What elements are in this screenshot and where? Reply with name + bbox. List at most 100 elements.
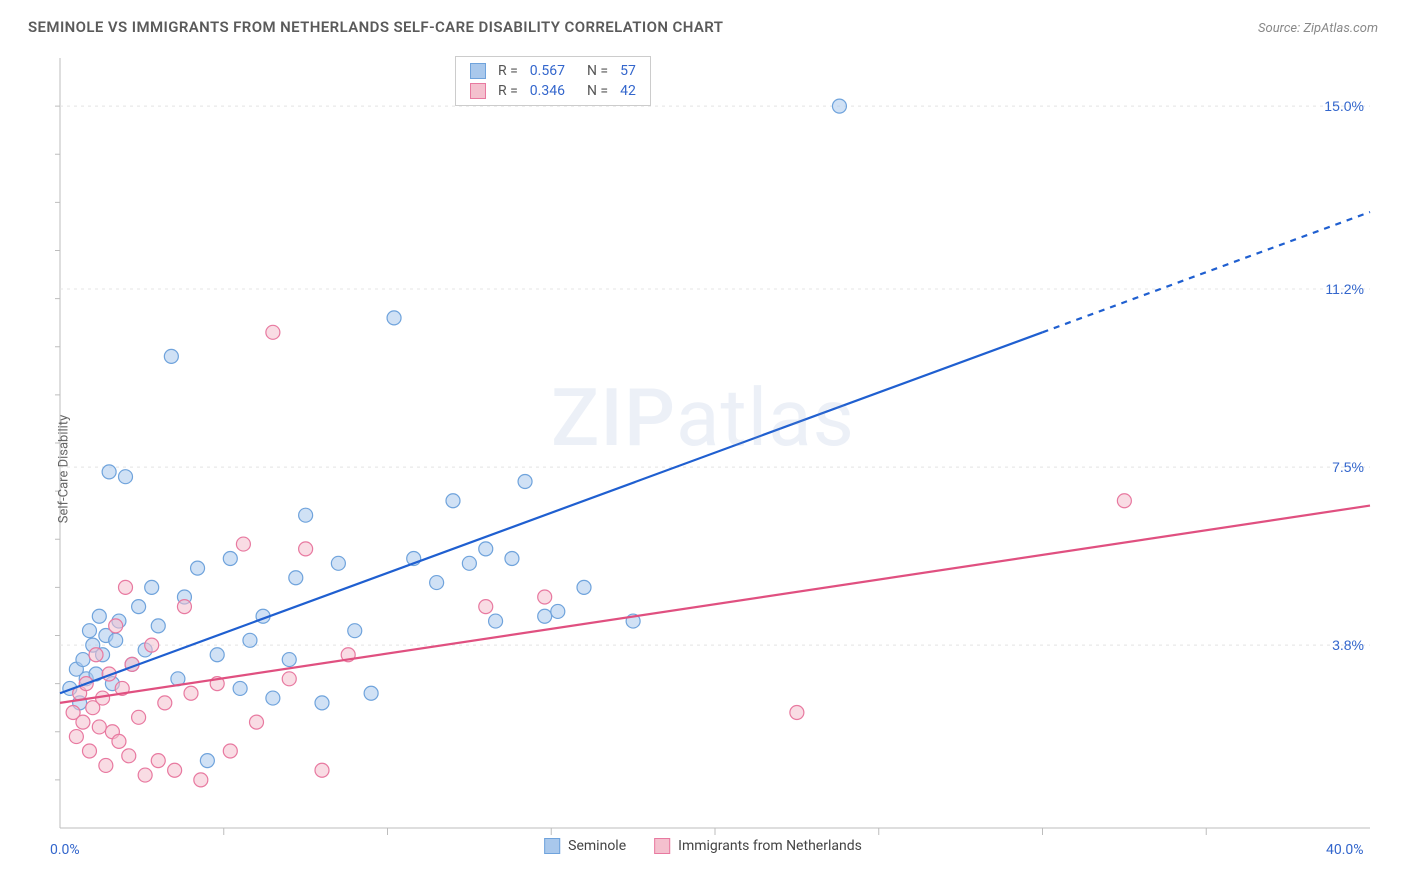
data-point	[299, 542, 313, 556]
trend-line	[60, 332, 1043, 693]
legend-swatch	[544, 838, 560, 854]
source-attribution: Source: ZipAtlas.com	[1258, 21, 1378, 36]
source-link[interactable]: ZipAtlas.com	[1303, 21, 1378, 36]
data-point	[122, 749, 136, 763]
legend-swatch	[470, 83, 486, 99]
data-point	[832, 99, 846, 113]
data-point	[243, 633, 257, 647]
stat-n-label: N =	[587, 83, 608, 99]
stats-row: R = 0.567 N = 57	[456, 61, 650, 81]
y-grid-label: 3.8%	[1332, 637, 1364, 653]
stat-n-value: 57	[620, 63, 636, 79]
data-point	[138, 768, 152, 782]
data-point	[1117, 494, 1131, 508]
data-point	[331, 556, 345, 570]
data-point	[76, 653, 90, 667]
data-point	[479, 542, 493, 556]
y-grid-label: 7.5%	[1332, 459, 1364, 475]
data-point	[551, 604, 565, 618]
data-point	[282, 672, 296, 686]
trend-line	[60, 506, 1370, 703]
source-prefix: Source:	[1258, 21, 1303, 36]
data-point	[177, 600, 191, 614]
stat-r-label: R =	[498, 83, 518, 99]
stat-r-value: 0.567	[530, 63, 565, 79]
x-axis-end-label: 40.0%	[1326, 842, 1364, 858]
chart-title: SEMINOLE VS IMMIGRANTS FROM NETHERLANDS …	[28, 18, 723, 36]
data-point	[119, 580, 133, 594]
data-point	[109, 633, 123, 647]
data-point	[479, 600, 493, 614]
legend-swatch	[654, 838, 670, 854]
data-point	[387, 311, 401, 325]
series-legend: Seminole Immigrants from Netherlands	[544, 838, 862, 854]
data-point	[151, 619, 165, 633]
trend-line-extrapolated	[1043, 212, 1371, 332]
data-point	[250, 715, 264, 729]
legend-item: Seminole	[544, 838, 626, 854]
data-point	[223, 552, 237, 566]
data-point	[119, 470, 133, 484]
data-point	[266, 325, 280, 339]
data-point	[132, 710, 146, 724]
data-point	[299, 508, 313, 522]
data-point	[538, 590, 552, 604]
data-point	[102, 465, 116, 479]
data-point	[200, 754, 214, 768]
data-point	[223, 744, 237, 758]
data-point	[76, 715, 90, 729]
data-point	[489, 614, 503, 628]
data-point	[132, 600, 146, 614]
data-point	[168, 763, 182, 777]
data-point	[109, 619, 123, 633]
data-point	[145, 580, 159, 594]
data-point	[430, 576, 444, 590]
data-point	[158, 696, 172, 710]
legend-swatch	[470, 63, 486, 79]
legend-label: Seminole	[568, 838, 626, 854]
data-point	[151, 754, 165, 768]
legend-label: Immigrants from Netherlands	[678, 838, 862, 854]
correlation-stats-box: R = 0.567 N = 57 R = 0.346 N = 42	[455, 56, 651, 106]
data-point	[282, 653, 296, 667]
data-point	[518, 475, 532, 489]
stat-n-label: N =	[587, 63, 608, 79]
data-point	[89, 648, 103, 662]
legend-item: Immigrants from Netherlands	[654, 838, 862, 854]
data-point	[145, 638, 159, 652]
data-point	[790, 706, 804, 720]
data-point	[446, 494, 460, 508]
data-point	[315, 763, 329, 777]
y-grid-label: 15.0%	[1324, 98, 1364, 114]
scatter-chart: 3.8% 7.5% 11.2% 15.0%	[0, 46, 1406, 876]
data-point	[266, 691, 280, 705]
stat-r-label: R =	[498, 63, 518, 79]
data-point	[505, 552, 519, 566]
data-point	[191, 561, 205, 575]
data-point	[99, 758, 113, 772]
data-point	[462, 556, 476, 570]
data-point	[210, 648, 224, 662]
y-axis-label: Self-Care Disability	[57, 415, 72, 523]
data-point	[112, 734, 126, 748]
data-point	[364, 686, 378, 700]
data-point	[184, 686, 198, 700]
data-point	[315, 696, 329, 710]
data-point	[236, 537, 250, 551]
data-point	[69, 730, 83, 744]
data-point	[92, 609, 106, 623]
x-axis-start-label: 0.0%	[50, 842, 80, 858]
data-point	[82, 624, 96, 638]
y-grid-label: 11.2%	[1325, 281, 1364, 297]
data-point	[82, 744, 96, 758]
data-point	[164, 349, 178, 363]
data-point	[92, 720, 106, 734]
data-point	[194, 773, 208, 787]
data-point	[233, 681, 247, 695]
stats-row: R = 0.346 N = 42	[456, 81, 650, 101]
stat-n-value: 42	[620, 83, 636, 99]
chart-area: Self-Care Disability ZIPatlas 3.8%7.5%11…	[0, 46, 1406, 892]
data-point	[289, 571, 303, 585]
data-point	[348, 624, 362, 638]
stat-r-value: 0.346	[530, 83, 565, 99]
